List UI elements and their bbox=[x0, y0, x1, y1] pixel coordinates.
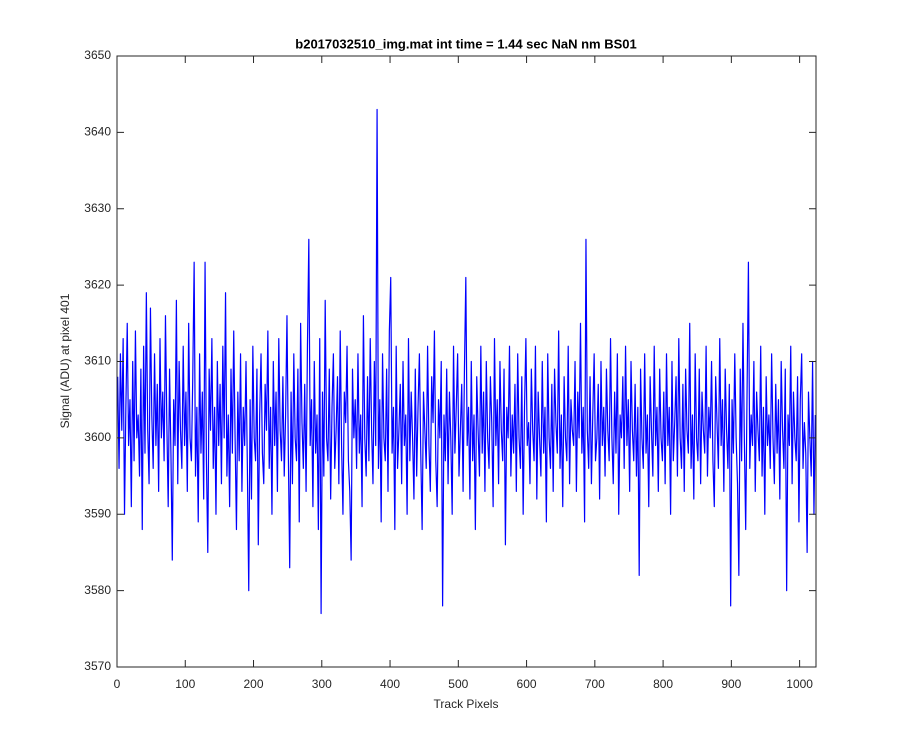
x-axis-label: Track Pixels bbox=[434, 697, 499, 711]
x-tick-label: 1000 bbox=[786, 677, 813, 691]
x-tick-label: 400 bbox=[380, 677, 400, 691]
y-tick-label: 3600 bbox=[84, 430, 111, 444]
x-tick-label: 200 bbox=[244, 677, 264, 691]
y-tick-label: 3610 bbox=[84, 354, 111, 368]
y-axis-label: Signal (ADU) at pixel 401 bbox=[58, 293, 72, 428]
plot-area bbox=[117, 108, 816, 615]
x-tick-label: 600 bbox=[517, 677, 537, 691]
y-tick-label: 3620 bbox=[84, 277, 111, 291]
y-tick-label: 3630 bbox=[84, 201, 111, 215]
x-tick-label: 100 bbox=[175, 677, 195, 691]
x-tick-label: 900 bbox=[721, 677, 741, 691]
x-tick-label: 500 bbox=[448, 677, 468, 691]
y-tick-label: 3570 bbox=[84, 659, 111, 673]
x-tick-label: 0 bbox=[114, 677, 121, 691]
y-tick-label: 3640 bbox=[84, 125, 111, 139]
data-line bbox=[117, 108, 816, 615]
chart-title: b2017032510_img.mat int time = 1.44 sec … bbox=[295, 36, 636, 51]
y-tick-label: 3650 bbox=[84, 48, 111, 62]
y-tick-label: 3580 bbox=[84, 583, 111, 597]
x-tick-label: 700 bbox=[585, 677, 605, 691]
x-tick-label: 800 bbox=[653, 677, 673, 691]
x-tick-label: 300 bbox=[312, 677, 332, 691]
y-tick-label: 3590 bbox=[84, 506, 111, 520]
